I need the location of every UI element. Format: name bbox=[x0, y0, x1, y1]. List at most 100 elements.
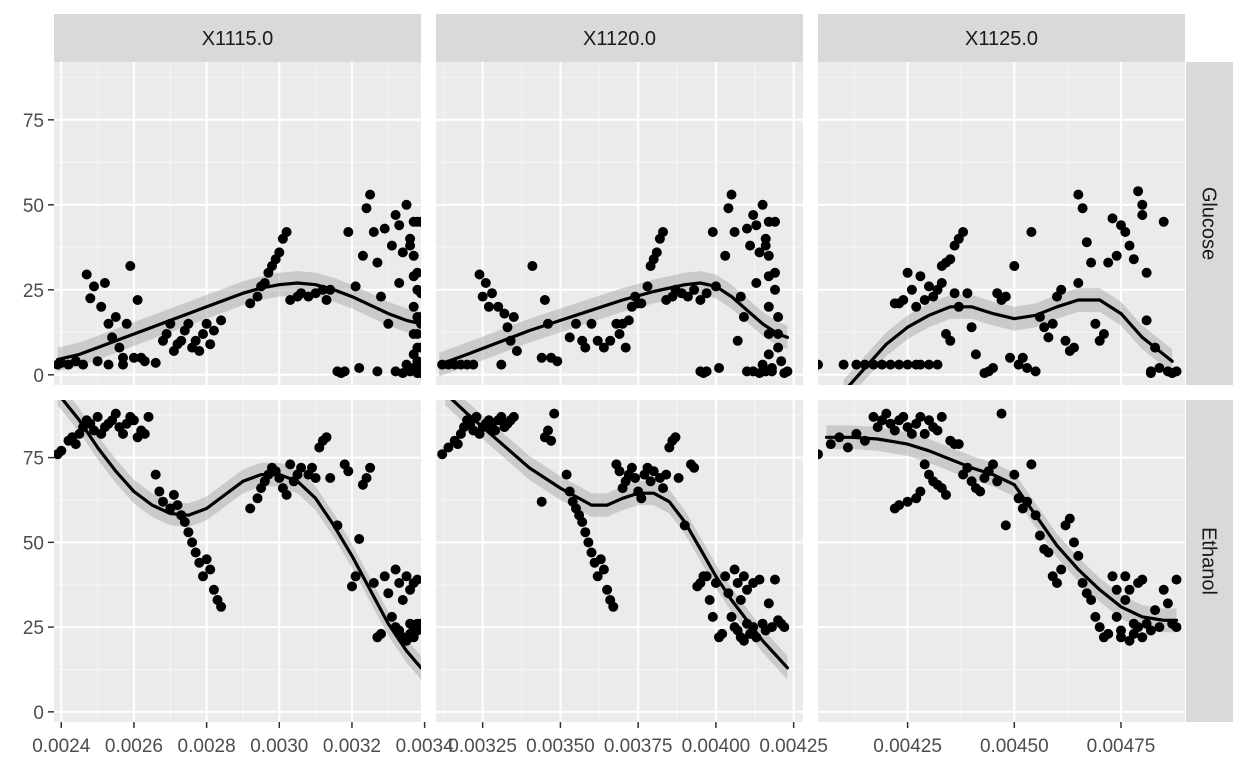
data-point bbox=[154, 486, 165, 497]
data-point bbox=[1171, 574, 1182, 585]
x-tick-label: 0.00325 bbox=[448, 736, 517, 757]
data-point bbox=[103, 359, 114, 370]
data-point bbox=[416, 368, 421, 379]
data-point bbox=[889, 425, 900, 436]
data-point bbox=[695, 295, 706, 305]
data-point bbox=[1141, 315, 1152, 326]
data-point bbox=[915, 486, 926, 497]
data-point bbox=[751, 278, 762, 288]
y-tick-label: 0 bbox=[33, 703, 44, 724]
smooth-confidence-band bbox=[57, 400, 421, 680]
data-point bbox=[1077, 203, 1088, 214]
data-point bbox=[190, 335, 201, 346]
data-point bbox=[717, 628, 728, 639]
data-point bbox=[1098, 329, 1109, 339]
data-point bbox=[205, 339, 216, 350]
data-point bbox=[586, 547, 597, 558]
data-point bbox=[658, 483, 668, 494]
data-point bbox=[1081, 237, 1092, 248]
data-point bbox=[673, 473, 684, 483]
data-point bbox=[919, 459, 930, 470]
panel-1-2 bbox=[818, 400, 1185, 722]
data-point bbox=[919, 295, 930, 305]
data-point bbox=[738, 635, 749, 646]
data-point bbox=[325, 473, 336, 483]
smooth-line bbox=[437, 281, 789, 367]
data-point bbox=[763, 250, 774, 261]
data-point bbox=[552, 356, 563, 367]
column-strip-0 bbox=[54, 14, 421, 62]
data-point bbox=[245, 503, 256, 514]
data-point bbox=[953, 439, 964, 450]
panel-plot-area bbox=[54, 189, 421, 379]
data-point bbox=[636, 298, 647, 309]
data-point bbox=[397, 595, 408, 605]
data-point bbox=[651, 247, 662, 258]
data-point bbox=[383, 318, 394, 329]
data-point bbox=[877, 359, 887, 370]
x-tick-label: 0.00475 bbox=[1087, 736, 1156, 757]
data-point bbox=[770, 574, 780, 585]
data-point bbox=[932, 359, 943, 370]
data-point bbox=[1030, 366, 1041, 377]
smooth-line bbox=[56, 281, 421, 362]
data-point bbox=[818, 359, 823, 370]
data-point bbox=[661, 469, 672, 480]
data-point bbox=[408, 301, 419, 312]
smooth-confidence-band bbox=[439, 271, 788, 377]
data-point bbox=[592, 571, 603, 582]
data-point bbox=[110, 408, 121, 419]
data-point bbox=[198, 329, 208, 339]
data-point bbox=[376, 291, 386, 302]
data-point bbox=[416, 288, 421, 299]
smooth-confidence-band bbox=[57, 271, 421, 372]
panel-background bbox=[818, 400, 1185, 722]
data-point bbox=[1154, 363, 1165, 373]
data-point bbox=[766, 366, 777, 377]
data-point bbox=[779, 622, 790, 633]
panel-background bbox=[54, 62, 421, 385]
data-point bbox=[368, 227, 379, 237]
data-point bbox=[1107, 571, 1118, 582]
data-point bbox=[502, 322, 513, 333]
data-point bbox=[707, 611, 718, 622]
data-point bbox=[1145, 625, 1156, 636]
data-point bbox=[1133, 186, 1144, 197]
data-point bbox=[881, 408, 892, 419]
data-point bbox=[208, 584, 219, 595]
data-point bbox=[201, 554, 212, 565]
data-point bbox=[376, 628, 386, 639]
data-point bbox=[1086, 257, 1097, 268]
data-point bbox=[216, 315, 227, 326]
y-tick-label: 75 bbox=[23, 449, 44, 470]
data-point bbox=[416, 342, 421, 353]
data-point bbox=[307, 462, 317, 473]
data-point bbox=[394, 220, 405, 231]
data-point bbox=[962, 288, 973, 299]
data-point bbox=[1128, 254, 1139, 265]
data-point bbox=[763, 329, 774, 339]
data-point bbox=[416, 312, 421, 322]
data-point bbox=[365, 189, 376, 200]
data-point bbox=[1022, 363, 1033, 373]
row-strip-label: Ethanol bbox=[1198, 527, 1220, 595]
data-point bbox=[390, 210, 401, 220]
data-point bbox=[906, 428, 917, 439]
data-point bbox=[92, 356, 103, 367]
data-point bbox=[208, 325, 219, 336]
data-point bbox=[252, 291, 263, 302]
data-point bbox=[760, 233, 771, 244]
data-point bbox=[1064, 513, 1075, 524]
data-point bbox=[416, 618, 421, 629]
data-point bbox=[1069, 342, 1079, 353]
data-point bbox=[571, 318, 581, 329]
smooth-line bbox=[824, 435, 1179, 622]
data-point bbox=[1158, 216, 1169, 227]
data-point bbox=[1162, 598, 1173, 609]
x-tick-label: 0.00350 bbox=[526, 736, 595, 757]
data-point bbox=[401, 199, 412, 210]
data-point bbox=[915, 271, 926, 282]
data-point bbox=[763, 349, 774, 360]
data-point bbox=[321, 295, 332, 305]
data-point bbox=[732, 335, 743, 346]
